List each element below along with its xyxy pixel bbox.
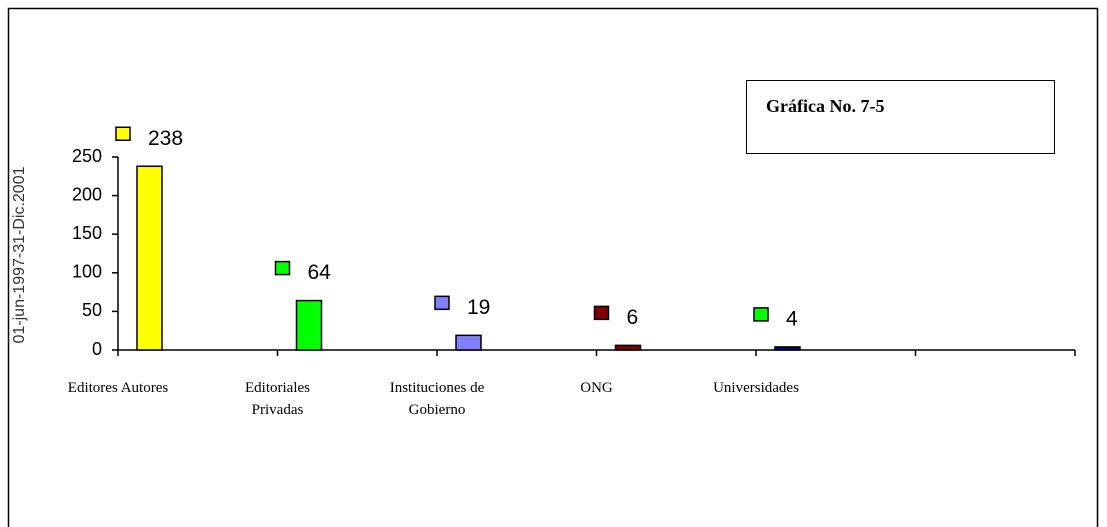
value-label: 4 <box>786 307 798 330</box>
title-box <box>746 80 1055 154</box>
x-tick-label: Universidades <box>713 380 799 396</box>
label-marker <box>593 305 610 321</box>
x-tick-label: Editoriales Privadas <box>245 380 310 418</box>
bar <box>136 165 163 351</box>
y-tick-label: 200 <box>72 184 102 204</box>
x-tick-label: ONG <box>580 380 613 396</box>
bar <box>295 299 323 351</box>
value-label: 238 <box>148 127 183 150</box>
value-label: 19 <box>467 296 490 319</box>
y-tick-label: 0 <box>92 339 102 359</box>
y-tick-label: 100 <box>72 262 102 282</box>
x-tick-label: Editores Autores <box>67 380 169 396</box>
label-marker <box>274 260 291 276</box>
value-label: 64 <box>308 261 332 284</box>
y-tick-label: 250 <box>72 146 102 166</box>
value-label: 6 <box>627 306 639 329</box>
x-tick-label: Instituciones de Gobierno <box>389 380 485 418</box>
label-marker <box>115 126 131 142</box>
bar <box>614 344 642 351</box>
y-axis-label: 01-jun-1997-31-Dic.2001 <box>11 166 28 343</box>
y-tick-label: 150 <box>72 223 102 243</box>
label-marker <box>753 307 769 322</box>
bar <box>455 334 482 351</box>
bar <box>774 346 801 351</box>
chart-title: Gráfica No. 7-5 <box>766 96 884 116</box>
label-marker <box>434 295 450 311</box>
y-tick-label: 50 <box>82 300 102 320</box>
